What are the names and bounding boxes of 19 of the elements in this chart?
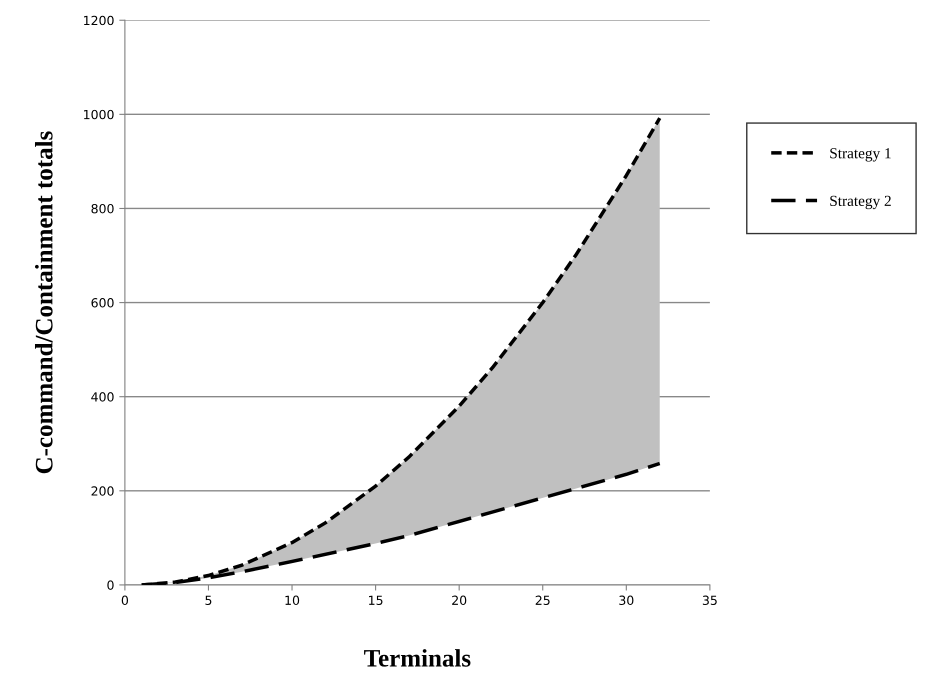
- legend-label: Strategy 1: [830, 148, 891, 162]
- x-tick-label: 10: [285, 596, 300, 606]
- x-tick-label: 35: [702, 596, 717, 606]
- y-axis-title: C-command/Containment totals: [34, 131, 53, 474]
- x-tick-label: 20: [452, 596, 466, 606]
- y-tick-label: 1200: [84, 16, 114, 26]
- x-tick-label: 25: [536, 596, 550, 606]
- x-tick-label: 15: [369, 596, 382, 606]
- y-tick-label: 800: [91, 204, 114, 214]
- x-tick-label: 30: [619, 596, 634, 606]
- y-tick-label: 1000: [84, 110, 114, 120]
- x-tick-label: 5: [205, 596, 212, 606]
- y-tick-label: 600: [91, 298, 114, 308]
- x-tick-label: 0: [122, 596, 128, 606]
- y-tick-label: 200: [92, 486, 114, 496]
- x-axis-title: Terminals: [364, 649, 470, 667]
- legend-label: Strategy 2: [830, 196, 891, 210]
- y-tick-label: 0: [107, 580, 114, 590]
- y-tick-label: 400: [91, 392, 114, 402]
